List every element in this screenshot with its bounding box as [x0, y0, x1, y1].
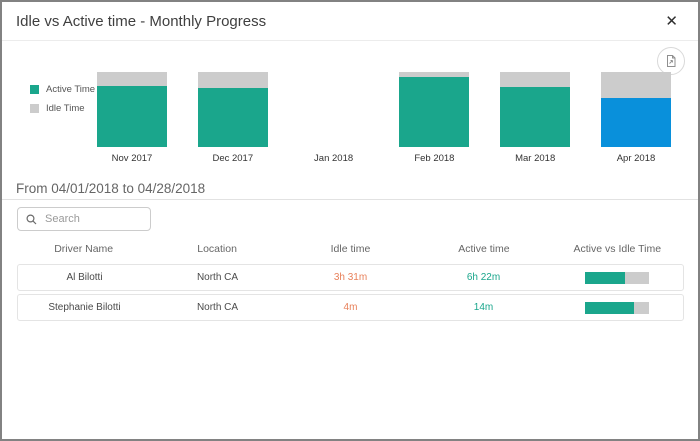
bar-segment-idle[interactable]	[600, 72, 671, 98]
idle-time-cell: 4m	[343, 302, 358, 313]
stacked-bar	[97, 72, 167, 147]
bar-slot: Jan 2018	[299, 72, 369, 164]
legend-label: Idle Time	[46, 103, 85, 114]
search-input[interactable]	[43, 212, 142, 226]
export-button[interactable]	[657, 47, 685, 75]
active-vs-idle-bar	[584, 301, 649, 314]
search-box	[17, 207, 151, 231]
bar-category-label: Jan 2018	[314, 153, 354, 164]
active-time-swatch	[30, 85, 39, 94]
bar-segment-active[interactable]	[399, 76, 470, 147]
search-icon	[26, 213, 37, 225]
idle-time-cell: 3h 31m	[333, 272, 368, 283]
active-time-cell: 14m	[473, 302, 494, 313]
bar-segment-active[interactable]	[97, 85, 167, 147]
bar-category-label: Dec 2017	[212, 153, 254, 164]
idle-time-swatch	[30, 104, 39, 113]
bar-segment-idle[interactable]	[197, 72, 268, 88]
bar-segment-active[interactable]	[500, 87, 571, 147]
column-header-location: Location	[197, 243, 237, 255]
close-icon[interactable]: ✕	[661, 12, 682, 31]
stacked-bar	[197, 72, 268, 147]
active-portion	[584, 301, 635, 314]
table-header: Driver Name Location Idle time Active ti…	[17, 243, 684, 255]
table-row[interactable]: Al Bilotti North CA 3h 31m 6h 22m	[17, 264, 684, 291]
bar-segment-active[interactable]	[197, 87, 268, 147]
bar-slot: Nov 2017	[97, 72, 167, 164]
stacked-bar	[600, 72, 671, 147]
bar-category-label: Nov 2017	[111, 153, 153, 164]
column-header-active-time: Active time	[458, 243, 510, 255]
bar-slot: Feb 2018	[399, 72, 470, 164]
divider	[2, 199, 698, 200]
bar-slot: Dec 2017	[197, 72, 268, 164]
location-cell: North CA	[196, 272, 239, 283]
bar-segment-idle[interactable]	[97, 72, 167, 86]
active-portion	[584, 271, 626, 284]
table-row[interactable]: Stephanie Bilotti North CA 4m 14m	[17, 294, 684, 321]
date-range-title: From 04/01/2018 to 04/28/2018	[16, 181, 206, 196]
bar-segment-idle[interactable]	[399, 72, 470, 77]
table-body: Al Bilotti North CA 3h 31m 6h 22m Stepha…	[17, 264, 684, 324]
column-header-driver-name: Driver Name	[54, 243, 114, 255]
legend-item-active: Active Time	[30, 84, 95, 95]
column-header-idle-time: Idle time	[330, 243, 371, 255]
bar-category-label: Feb 2018	[414, 153, 455, 164]
column-header-active-vs-idle: Active vs Idle Time	[573, 243, 662, 255]
active-vs-idle-cell	[550, 301, 683, 314]
chart-legend: Active Time Idle Time	[30, 84, 95, 122]
bar-slot: Mar 2018	[500, 72, 571, 164]
stacked-bar	[500, 72, 571, 147]
location-cell: North CA	[196, 302, 239, 313]
active-time-cell: 6h 22m	[466, 272, 501, 283]
driver-name-cell: Al Bilotti	[66, 272, 103, 283]
export-image-icon	[664, 54, 678, 68]
legend-item-idle: Idle Time	[30, 103, 95, 114]
bar-chart: Nov 2017 Dec 2017 Jan 2018 Feb 2018 Mar 2018…	[97, 72, 671, 164]
dialog-title: Idle vs Active time - Monthly Progress	[16, 12, 267, 30]
bar-category-label: Apr 2018	[616, 153, 656, 164]
bar-category-label: Mar 2018	[515, 153, 556, 164]
active-vs-idle-cell	[550, 271, 683, 284]
driver-name-cell: Stephanie Bilotti	[48, 302, 121, 313]
dialog-header: Idle vs Active time - Monthly Progress ✕	[2, 2, 698, 41]
stacked-bar	[399, 72, 470, 147]
active-vs-idle-bar	[584, 271, 649, 284]
legend-label: Active Time	[46, 84, 96, 95]
bar-segment-idle[interactable]	[500, 72, 571, 87]
bar-segment-active[interactable]	[600, 97, 671, 147]
bar-slot: Apr 2018	[600, 72, 671, 164]
